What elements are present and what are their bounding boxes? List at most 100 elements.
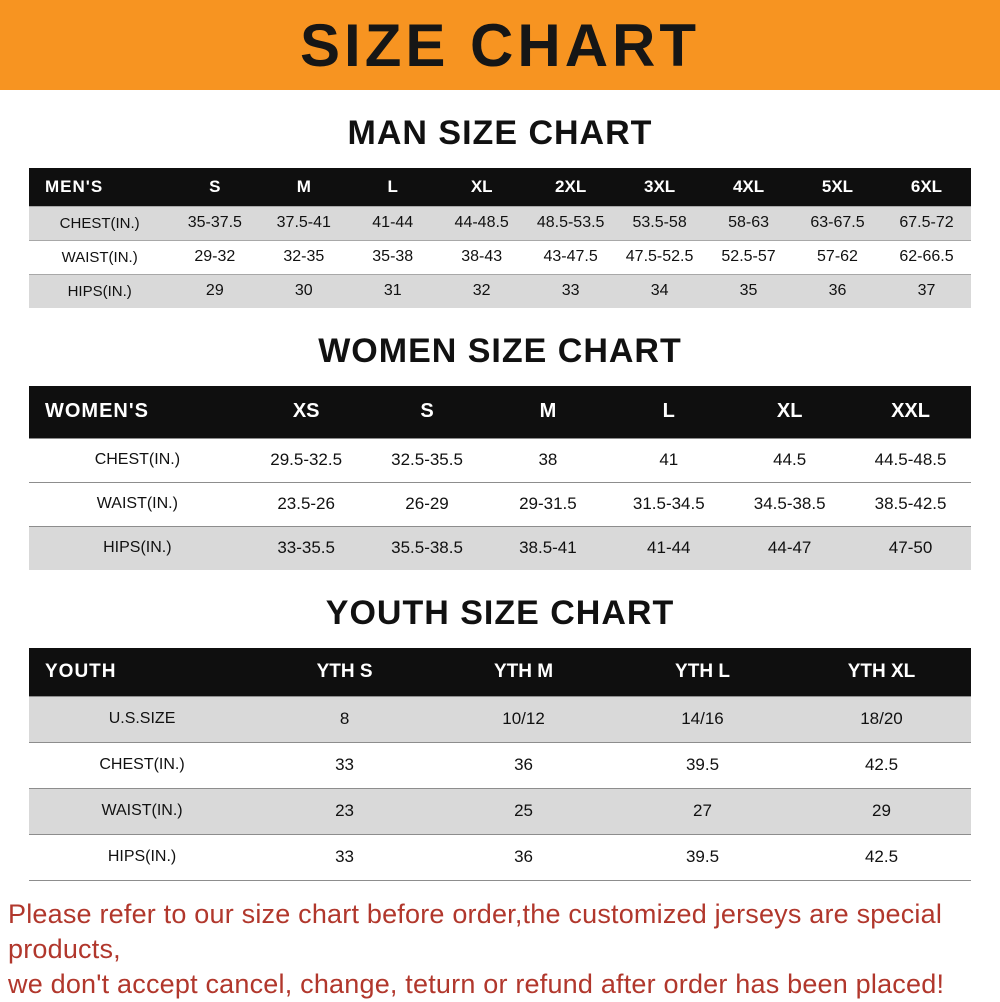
table-cell: 36: [514, 755, 533, 774]
banner: SIZE CHART: [0, 0, 1000, 90]
table-cell: 36: [828, 282, 847, 300]
table-cell: 39.5: [685, 755, 720, 774]
table-title-cell: MEN'S: [29, 168, 171, 206]
column-header: L: [608, 386, 730, 438]
table-cell: 42.5: [864, 847, 899, 866]
table-cell: 29: [872, 801, 891, 820]
column-header: 6XL: [881, 168, 971, 206]
table-cell: 32-35: [283, 248, 325, 265]
table-cell: 33-35.5: [277, 538, 335, 558]
table-cell: 35-38: [372, 248, 414, 265]
column-header: YTH M: [434, 648, 614, 696]
table-cell: 33: [561, 282, 580, 300]
table-cell: 29: [205, 282, 224, 300]
disclaimer-line-2: we don't accept cancel, change, teturn o…: [8, 968, 945, 999]
man-size-section: MAN SIZE CHART MEN'S S M L XL 2XL 3XL 4X…: [0, 114, 1000, 308]
table-cell: 57-62: [817, 248, 858, 265]
men-size-table: MEN'S S M L XL 2XL 3XL 4XL 5XL 6XL CHEST…: [29, 168, 971, 308]
table-cell: 52.5-57: [721, 248, 776, 265]
table-cell: 63-67.5: [810, 214, 865, 231]
table-row: WAIST(IN.) 29-32 32-35 35-38 38-43 43-47…: [29, 240, 971, 274]
table-row: HIPS(IN.) 29 30 31 32 33 34 35 36 37: [29, 274, 971, 308]
table-cell: 41-44: [647, 538, 691, 558]
table-cell: 44.5: [773, 450, 807, 469]
man-section-heading: MAN SIZE CHART: [347, 114, 653, 152]
row-label: U.S.SIZE: [108, 710, 176, 727]
column-header: S: [170, 168, 260, 206]
column-header: YTH XL: [791, 648, 971, 696]
row-label: CHEST(IN.): [94, 451, 181, 468]
table-cell: 34: [650, 282, 669, 300]
youth-size-section: YOUTH SIZE CHART YOUTH YTH S YTH M YTH L…: [0, 594, 1000, 881]
table-cell: 31.5-34.5: [632, 494, 705, 513]
table-title-cell: YOUTH: [29, 648, 256, 696]
table-cell: 67.5-72: [899, 214, 954, 231]
row-label: WAIST(IN.): [61, 248, 138, 266]
table-cell: 36: [514, 847, 533, 866]
women-size-table: WOMEN'S XS S M L XL XXL CHEST(IN.) 29.5-…: [29, 386, 971, 570]
table-cell: 42.5: [864, 755, 899, 774]
table-cell: 23: [335, 801, 355, 820]
table-cell: 44-47: [767, 538, 812, 558]
table-cell: 47-50: [888, 538, 933, 558]
column-header: XL: [437, 168, 527, 206]
table-cell: 29-31.5: [519, 494, 577, 513]
disclaimer: Please refer to our size chart before or…: [8, 897, 1000, 1002]
table-cell: 33: [335, 755, 355, 774]
page-title: SIZE CHART: [300, 11, 700, 79]
table-cell: 44.5-48.5: [874, 450, 947, 469]
table-cell: 39.5: [685, 847, 720, 866]
table-cell: 29.5-32.5: [270, 450, 343, 469]
row-label: CHEST(IN.): [99, 756, 185, 773]
table-cell: 32: [472, 282, 491, 300]
column-header: YTH L: [613, 648, 792, 696]
column-header: L: [348, 168, 438, 206]
table-row: WAIST(IN.) 23.5-26 26-29 29-31.5 31.5-34…: [29, 482, 971, 526]
table-cell: 38: [538, 450, 558, 469]
column-header: 5XL: [793, 168, 882, 206]
column-header: 2XL: [526, 168, 616, 206]
table-cell: 18/20: [860, 709, 903, 728]
disclaimer-line-1: Please refer to our size chart before or…: [8, 898, 943, 964]
table-cell: 62-66.5: [899, 248, 954, 265]
table-cell: 33: [335, 847, 355, 866]
table-row: HIPS(IN.) 33-35.5 35.5-38.5 38.5-41 41-4…: [29, 526, 971, 570]
table-cell: 53.5-58: [632, 214, 687, 231]
table-row: CHEST(IN.) 29.5-32.5 32.5-35.5 38 41 44.…: [29, 438, 971, 482]
table-cell: 44-48.5: [454, 214, 509, 231]
table-header-row: WOMEN'S XS S M L XL XXL: [29, 386, 971, 438]
table-cell: 41-44: [372, 214, 414, 231]
table-row: HIPS(IN.) 33 36 39.5 42.5: [29, 834, 971, 880]
youth-size-table: YOUTH YTH S YTH M YTH L YTH XL U.S.SIZE …: [29, 648, 971, 881]
table-cell: 34.5-38.5: [753, 494, 826, 513]
table-row: WAIST(IN.) 23 25 27 29: [29, 788, 971, 834]
table-cell: 38.5-42.5: [874, 494, 947, 513]
table-cell: 10/12: [502, 709, 545, 728]
table-cell: 31: [383, 282, 402, 300]
column-header: S: [366, 386, 488, 438]
row-label: HIPS(IN.): [67, 282, 132, 300]
column-header: YTH S: [255, 648, 435, 696]
women-section-heading: WOMEN SIZE CHART: [318, 332, 682, 370]
table-header-row: MEN'S S M L XL 2XL 3XL 4XL 5XL 6XL: [29, 168, 971, 206]
column-header: M: [487, 386, 609, 438]
table-cell: 37: [917, 282, 936, 300]
table-cell: 38.5-41: [519, 538, 577, 558]
table-row: U.S.SIZE 8 10/12 14/16 18/20: [29, 696, 971, 742]
table-cell: 23.5-26: [277, 494, 335, 513]
table-cell: 47.5-52.5: [625, 248, 694, 265]
table-cell: 27: [693, 801, 712, 820]
column-header: 3XL: [615, 168, 705, 206]
table-title-cell: WOMEN'S: [29, 386, 246, 438]
table-row: CHEST(IN.) 33 36 39.5 42.5: [29, 742, 971, 788]
column-header: XS: [245, 386, 367, 438]
women-size-section: WOMEN SIZE CHART WOMEN'S XS S M L XL XXL: [0, 332, 1000, 570]
row-label: WAIST(IN.): [101, 802, 183, 819]
column-header: 4XL: [704, 168, 794, 206]
table-cell: 35.5-38.5: [391, 538, 463, 558]
table-cell: 43-47.5: [543, 248, 598, 265]
table-cell: 8: [339, 709, 350, 728]
row-label: WAIST(IN.): [96, 495, 178, 512]
column-header: XXL: [850, 386, 971, 438]
